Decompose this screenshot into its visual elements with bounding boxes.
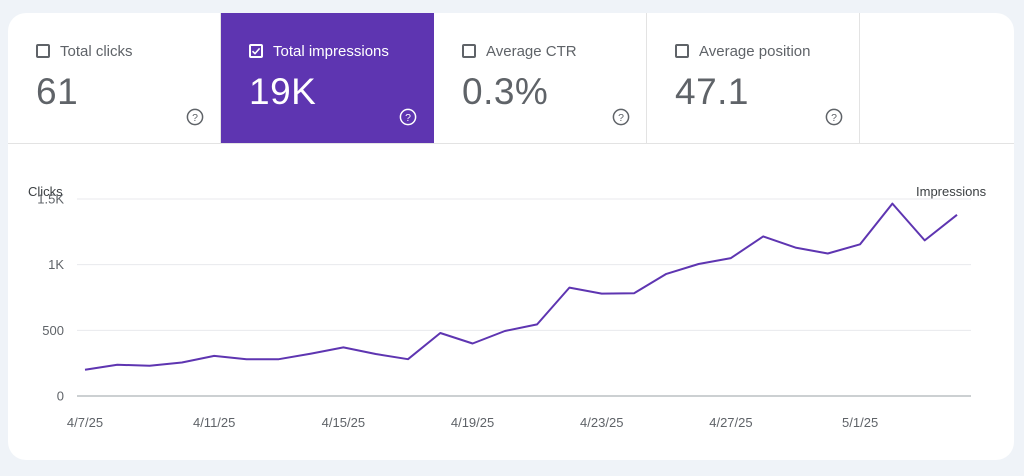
metric-label-row: Total impressions xyxy=(249,42,389,60)
performance-card: Total clicks 61 ? Total impressions 19K … xyxy=(8,13,1014,460)
data-point[interactable] xyxy=(889,201,895,207)
data-point[interactable] xyxy=(728,255,734,261)
data-point[interactable] xyxy=(147,363,153,369)
data-point[interactable] xyxy=(631,290,637,296)
x-tick-label: 5/1/25 xyxy=(842,415,878,430)
right-axis-title: Impressions xyxy=(916,184,987,199)
metric-label-row: Total clicks xyxy=(36,42,133,60)
metric-average-ctr[interactable]: Average CTR 0.3% ? xyxy=(434,13,647,143)
data-point[interactable] xyxy=(760,233,766,239)
metric-value: 19K xyxy=(249,71,317,112)
x-tick-label: 4/19/25 xyxy=(451,415,494,430)
y-tick-label: 1K xyxy=(48,257,64,272)
metric-value: 47.1 xyxy=(675,71,750,112)
help-circle-icon[interactable]: ? xyxy=(399,108,417,126)
data-point[interactable] xyxy=(954,212,960,218)
data-point[interactable] xyxy=(114,362,120,368)
x-tick-label: 4/11/25 xyxy=(193,415,235,430)
data-point[interactable] xyxy=(922,237,928,243)
metric-label-row: Average CTR xyxy=(462,42,577,60)
data-point[interactable] xyxy=(599,291,605,297)
svg-text:?: ? xyxy=(192,112,198,124)
checkbox-unchecked-icon[interactable] xyxy=(462,44,476,58)
help-circle-icon[interactable]: ? xyxy=(825,108,843,126)
x-tick-label: 4/23/25 xyxy=(580,415,623,430)
data-point[interactable] xyxy=(244,356,250,362)
impressions-series-line xyxy=(84,202,958,371)
metric-value: 0.3% xyxy=(462,71,549,112)
data-point[interactable] xyxy=(276,356,282,362)
y-tick-label: 0 xyxy=(57,389,64,404)
left-axis-title: Clicks xyxy=(28,184,63,199)
data-point[interactable] xyxy=(857,241,863,247)
metric-label-row: Average position xyxy=(675,42,810,60)
metric-label: Total impressions xyxy=(273,42,389,60)
svg-text:?: ? xyxy=(618,112,624,124)
data-point[interactable] xyxy=(566,285,572,291)
data-point[interactable] xyxy=(179,360,185,366)
x-tick-label: 4/15/25 xyxy=(322,415,365,430)
metric-value: 61 xyxy=(36,71,79,112)
y-tick-label: 500 xyxy=(42,323,64,338)
data-point[interactable] xyxy=(825,251,831,257)
metric-total-clicks[interactable]: Total clicks 61 ? xyxy=(8,13,221,143)
metric-total-impressions[interactable]: Total impressions 19K ? xyxy=(221,13,434,143)
data-point[interactable] xyxy=(696,261,702,267)
data-point[interactable] xyxy=(793,245,799,251)
data-point[interactable] xyxy=(534,321,540,327)
help-circle-icon[interactable]: ? xyxy=(612,108,630,126)
metric-tabs: Total clicks 61 ? Total impressions 19K … xyxy=(8,13,1014,144)
metric-label: Total clicks xyxy=(60,42,133,60)
x-tick-label: 4/7/25 xyxy=(67,415,103,430)
checkbox-unchecked-icon[interactable] xyxy=(675,44,689,58)
data-point[interactable] xyxy=(405,356,411,362)
metric-average-position[interactable]: Average position 47.1 ? xyxy=(647,13,860,143)
checkbox-unchecked-icon[interactable] xyxy=(36,44,50,58)
help-circle-icon[interactable]: ? xyxy=(186,108,204,126)
data-point[interactable] xyxy=(373,351,379,357)
data-point[interactable] xyxy=(308,351,314,357)
y-tick-label: 1.5K xyxy=(37,192,64,207)
data-point[interactable] xyxy=(470,341,476,347)
line-chart: 0 500 1K 1.5K 4/7/25 4/11/25 4/15/25 4/19/25 4/2… xyxy=(37,192,971,430)
svg-text:?: ? xyxy=(831,112,837,124)
data-point[interactable] xyxy=(211,353,217,359)
data-point[interactable] xyxy=(340,344,346,350)
metric-label: Average position xyxy=(699,42,811,60)
x-tick-label: 4/27/25 xyxy=(709,415,752,430)
metric-label: Average CTR xyxy=(486,42,577,60)
data-point[interactable] xyxy=(82,367,88,373)
svg-text:?: ? xyxy=(405,112,411,124)
data-point[interactable] xyxy=(663,271,669,277)
performance-chart: Clicks Impressions 0 500 1K 1.5K 4/7/25 4/11/… xyxy=(8,144,1014,460)
data-point[interactable] xyxy=(437,330,443,336)
data-point[interactable] xyxy=(502,328,508,334)
checkbox-checked-icon[interactable] xyxy=(249,44,263,58)
